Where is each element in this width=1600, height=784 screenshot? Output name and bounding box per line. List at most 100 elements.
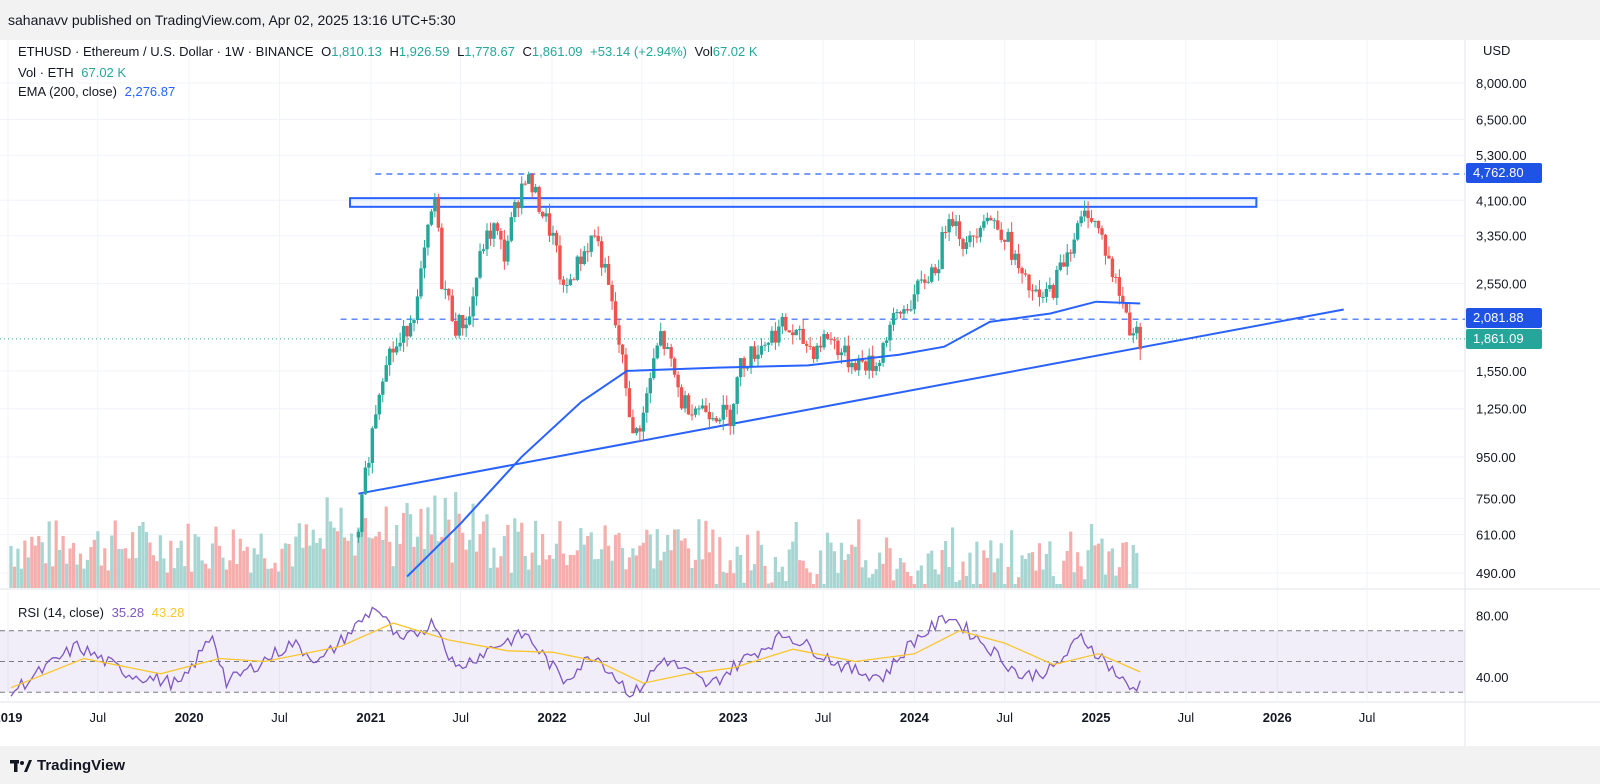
volume-bar [339, 507, 343, 588]
volume-bar [1072, 572, 1076, 588]
volume-bar [349, 533, 354, 588]
candle-body [888, 324, 892, 341]
volume-bar [130, 532, 135, 588]
volume-bar [867, 577, 871, 588]
volume-bar [429, 534, 434, 588]
candle-body [520, 183, 524, 209]
candle-body [926, 281, 930, 283]
legend-rsi-row[interactable]: RSI (14, close) 35.28 43.28 [18, 605, 188, 620]
candle-body [877, 362, 882, 367]
candle-body [1138, 326, 1142, 350]
volume-bar [37, 536, 41, 588]
volume-bar [878, 552, 882, 588]
volume-bar [728, 560, 732, 588]
currency-label[interactable]: USD [1483, 43, 1511, 58]
volume-bar [568, 554, 572, 588]
volume-bar [82, 568, 86, 588]
candle-body [1027, 274, 1031, 291]
volume-bar [363, 518, 367, 588]
legend-symbol[interactable]: ETHUSD · Ethereum / U.S. Dollar · 1W · B… [18, 44, 314, 59]
candle-body [1023, 273, 1028, 275]
volume-bar [478, 534, 482, 588]
chart-canvas[interactable]: 490.00 610.00 750.00 950.00 1,250.00 1,550.00… [0, 40, 1600, 746]
candle-body [1069, 252, 1073, 254]
volume-bar [1124, 542, 1128, 588]
volume-bar [662, 551, 666, 588]
volume-bar [9, 546, 13, 588]
candle-body [537, 186, 541, 212]
volume-bar [589, 532, 593, 588]
volume-bar [850, 544, 854, 588]
volume-bar [711, 529, 715, 588]
volume-bar [673, 529, 677, 588]
volume-bar [360, 519, 364, 588]
candle-body [593, 235, 597, 237]
volume-bar [106, 570, 110, 588]
volume-bar [1076, 552, 1080, 588]
legend-volume-row[interactable]: Vol · ETH 67.02 K [18, 65, 130, 80]
volume-bar [756, 530, 760, 588]
candle-body [731, 403, 736, 427]
volume-bar [808, 572, 812, 588]
candle-body [864, 361, 868, 371]
candle-body [825, 334, 830, 339]
price-tick-label: 3,350.00 [1476, 229, 1527, 244]
volume-bar [1055, 584, 1059, 588]
volume-bar [871, 574, 875, 588]
candle-body [388, 348, 392, 366]
volume-bar [832, 551, 837, 588]
volume-bar [273, 562, 277, 588]
volume-bar [342, 537, 347, 588]
volume-bar [461, 532, 465, 588]
volume-bar [1048, 541, 1052, 588]
candle-body [846, 345, 851, 368]
volume-bar [40, 542, 44, 588]
volume-bar [12, 566, 17, 588]
candle-body [697, 408, 701, 410]
volume-bar [155, 561, 159, 588]
volume-bar [495, 567, 500, 588]
candle-body [766, 342, 771, 345]
candle-body [954, 221, 958, 226]
legend-ema-row[interactable]: EMA (200, close) 2,276.87 [18, 84, 179, 99]
volume-bar [822, 584, 826, 588]
volume-bar [51, 566, 55, 588]
volume-bar [641, 542, 645, 588]
volume-bar [332, 527, 336, 588]
time-tick-label: 2026 [1263, 710, 1292, 725]
candle-body [1003, 239, 1007, 242]
candle-body [707, 411, 712, 420]
legend-low-label: L [457, 44, 465, 59]
volume-bar [1107, 551, 1111, 588]
volume-bar [283, 543, 288, 588]
time-tick-label: 2023 [719, 710, 748, 725]
candle-body [770, 330, 774, 343]
candle-body [683, 395, 687, 409]
volume-bar [1069, 531, 1073, 588]
candle-body [947, 219, 951, 233]
candle-body [429, 211, 434, 225]
volume-bar [433, 495, 437, 588]
candle-body [575, 256, 580, 280]
candle-body [1020, 268, 1024, 274]
volume-bar [120, 548, 124, 588]
volume-bar [523, 555, 527, 588]
candle-body [478, 251, 482, 278]
volume-bar [335, 531, 340, 588]
chart-frame[interactable]: 490.00 610.00 750.00 950.00 1,250.00 1,550.00… [0, 40, 1600, 746]
volume-bar [666, 535, 670, 588]
volume-bar [759, 544, 764, 588]
volume-bar [1083, 579, 1087, 588]
candle-body [544, 213, 548, 217]
candle-body [971, 235, 976, 237]
candle-body [679, 387, 684, 409]
volume-bar [676, 529, 680, 588]
candle-body [801, 328, 805, 344]
tradingview-logo[interactable]: TradingView [10, 757, 125, 774]
candle-body [1055, 269, 1059, 298]
candle-body [818, 345, 823, 348]
volume-bar [898, 557, 903, 588]
ema-200-line [406, 300, 1141, 578]
volume-bar [214, 526, 218, 588]
candle-body [804, 343, 809, 346]
